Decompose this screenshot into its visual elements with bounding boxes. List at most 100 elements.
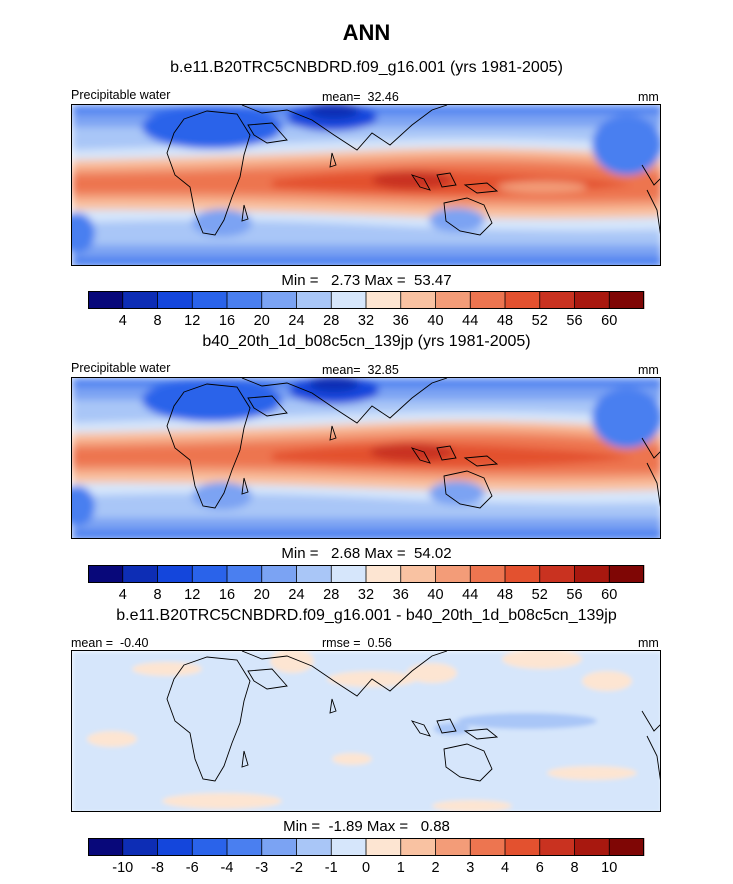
- panel3-mean-label: mean =: [71, 636, 114, 650]
- colorbar-swatch: [609, 838, 645, 856]
- colorbar-swatch: [539, 838, 575, 856]
- colorbar-swatch: [366, 291, 402, 309]
- colorbar-tick-label: 16: [219, 313, 235, 329]
- panel3-min-value: -1.89: [328, 818, 363, 835]
- colorbar-swatch: [157, 838, 193, 856]
- colorbar-tick-label: 24: [288, 587, 304, 603]
- colorbar-tick-label: 1: [397, 860, 405, 876]
- panel2-mean: mean= 32.85: [322, 363, 399, 377]
- colorbar-swatch: [261, 838, 297, 856]
- colorbar-swatch: [505, 838, 541, 856]
- panel1-min-label: Min =: [281, 272, 319, 289]
- colorbar-swatch: [261, 291, 297, 309]
- panel3-rmse-label: rmse =: [322, 636, 361, 650]
- colorbar-swatch: [261, 565, 297, 583]
- colorbar-swatch: [400, 291, 436, 309]
- panel2-min-value: 2.68: [331, 545, 361, 562]
- colorbar-tick-label: 56: [566, 313, 582, 329]
- colorbar-tick-label: 52: [532, 587, 548, 603]
- colorbar-tick-label: -10: [112, 860, 133, 876]
- colorbar-swatch: [192, 838, 228, 856]
- panel2-title: b40_20th_1d_b08c5cn_139jp (yrs 1981-2005…: [202, 333, 531, 350]
- panel3-field: [72, 651, 660, 811]
- main-title: ANN: [342, 20, 391, 45]
- colorbar-swatch: [505, 565, 541, 583]
- panel2-colorbar-svg: 4 8 12 16 20 24 28 32 36 40 44 48 52 56 60: [88, 565, 645, 603]
- colorbar-swatch: [192, 565, 228, 583]
- colorbar-tick-label: 8: [570, 860, 578, 876]
- panel1-variable-label: Precipitable water: [71, 88, 171, 102]
- colorbar-tick-label: 2: [431, 860, 439, 876]
- colorbar-swatch: [435, 838, 471, 856]
- colorbar-swatch: [470, 291, 506, 309]
- colorbar-tick-label: 52: [532, 313, 548, 329]
- colorbar-tick-label: 0: [362, 860, 370, 876]
- colorbar-swatch: [435, 565, 471, 583]
- colorbar-swatch: [88, 838, 124, 856]
- colorbar-swatch: [331, 565, 367, 583]
- colorbar-swatch: [574, 565, 610, 583]
- panel1-max-label: Max =: [364, 272, 406, 289]
- panel2-field: [72, 378, 660, 538]
- colorbar-swatch: [366, 838, 402, 856]
- panel2-units: mm: [638, 363, 659, 377]
- colorbar-tick-label: 40: [427, 313, 443, 329]
- colorbar-tick-label: 40: [427, 587, 443, 603]
- colorbar-swatch: [227, 291, 263, 309]
- panel1-mean-label: mean=: [322, 90, 361, 104]
- panel1-units: mm: [638, 90, 659, 104]
- panel1-mean: mean= 32.46: [322, 90, 399, 104]
- panel1-mean-value: 32.46: [367, 90, 399, 104]
- colorbar-tick-label: 4: [501, 860, 509, 876]
- panel3-rmse-value: 0.56: [367, 636, 392, 650]
- colorbar-tick-label: 36: [393, 587, 409, 603]
- panel3-colorbar: -10 -8 -6 -4 -3 -2 -1 0 1 2 3 4 6 8 10: [88, 838, 645, 876]
- colorbar-tick-label: -8: [151, 860, 164, 876]
- colorbar-tick-label: 8: [153, 587, 161, 603]
- colorbar-tick-label: 20: [254, 313, 270, 329]
- panel1-title: b.e11.B20TRC5CNBDRD.f09_g16.001 (yrs 198…: [170, 59, 563, 76]
- colorbar-tick-label: 44: [462, 313, 478, 329]
- panel1-coastlines: [166, 105, 660, 236]
- panel1-colorbar: 4 8 12 16 20 24 28 32 36 40 44 48 52 56 60: [88, 291, 645, 329]
- colorbar-tick-label: 56: [566, 587, 582, 603]
- colorbar-swatch: [331, 291, 367, 309]
- colorbar-tick-label: 60: [601, 313, 617, 329]
- colorbar-tick-label: 4: [119, 313, 127, 329]
- colorbar-tick-label: 20: [254, 587, 270, 603]
- colorbar-tick-label: 6: [536, 860, 544, 876]
- colorbar-tick-label: 48: [497, 313, 513, 329]
- colorbar-swatch: [470, 838, 506, 856]
- panel2-mean-label: mean=: [322, 363, 361, 377]
- panel1-field: [72, 105, 660, 265]
- colorbar-swatch: [505, 291, 541, 309]
- colorbar-swatch: [609, 291, 645, 309]
- colorbar-swatch: [296, 838, 332, 856]
- panel3-title: b.e11.B20TRC5CNBDRD.f09_g16.001 - b40_20…: [116, 607, 617, 624]
- colorbar-tick-label: 24: [288, 313, 304, 329]
- panel2-map-svg: [72, 378, 660, 538]
- panel2-colorbar: 4 8 12 16 20 24 28 32 36 40 44 48 52 56 60: [88, 565, 645, 603]
- panel2-max-label: Max =: [364, 545, 406, 562]
- panel3-map: [71, 650, 661, 812]
- panel2-mean-value: 32.85: [367, 363, 399, 377]
- panel1-minmax: Min = 2.73 Max = 53.47: [0, 272, 733, 289]
- colorbar-swatch: [122, 565, 158, 583]
- colorbar-tick-label: -1: [325, 860, 338, 876]
- colorbar-swatch: [157, 565, 193, 583]
- panel2-minmax: Min = 2.68 Max = 54.02: [0, 545, 733, 562]
- colorbar-tick-label: -6: [186, 860, 199, 876]
- panel3-colorbar-svg: -10 -8 -6 -4 -3 -2 -1 0 1 2 3 4 6 8 10: [88, 838, 645, 876]
- colorbar-swatch: [88, 565, 124, 583]
- panel3-max-value: 0.88: [420, 818, 450, 835]
- colorbar-tick-label: -2: [290, 860, 303, 876]
- colorbar-tick-label: 10: [601, 860, 617, 876]
- colorbar-swatch: [227, 838, 263, 856]
- colorbar-tick-label: 12: [184, 313, 200, 329]
- colorbar-swatch: [366, 565, 402, 583]
- colorbar-tick-label: 28: [323, 313, 339, 329]
- colorbar-swatch: [157, 291, 193, 309]
- panel3-units: mm: [638, 636, 659, 650]
- colorbar-swatch: [539, 565, 575, 583]
- panel3-minmax: Min = -1.89 Max = 0.88: [0, 818, 733, 835]
